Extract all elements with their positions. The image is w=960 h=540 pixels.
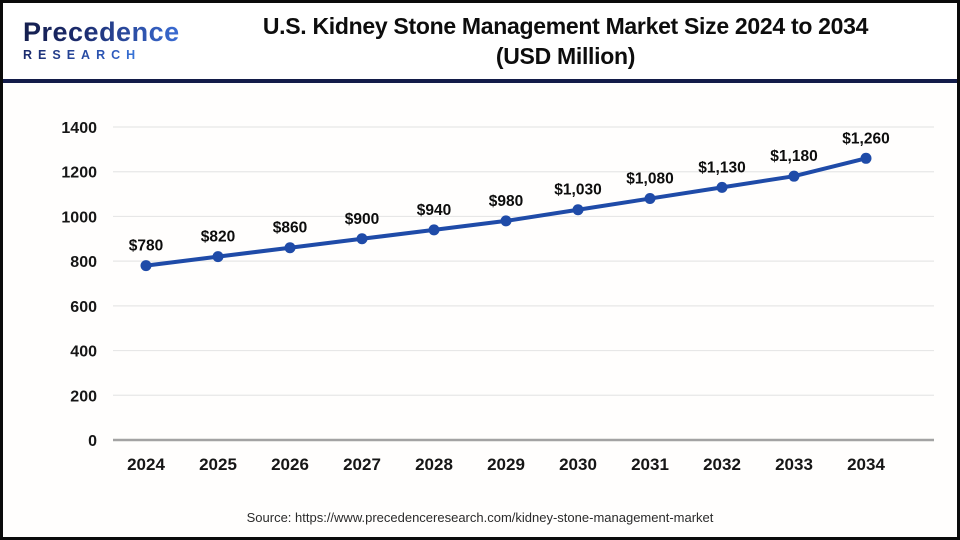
data-label: $1,130 <box>698 159 745 176</box>
x-tick-label: 2026 <box>271 455 309 474</box>
data-label: $980 <box>489 193 523 210</box>
x-tick-label: 2031 <box>631 455 669 474</box>
data-label: $820 <box>201 229 235 246</box>
data-point <box>428 224 440 236</box>
y-tick-label: 0 <box>88 433 97 450</box>
x-tick-label: 2027 <box>343 455 381 474</box>
data-point <box>500 215 512 227</box>
data-point <box>716 181 728 193</box>
y-tick-label: 1200 <box>61 165 97 182</box>
logo-subtitle: RESEARCH <box>23 47 142 62</box>
data-label: $940 <box>417 202 451 219</box>
logo-wordmark: Precedence <box>23 17 180 48</box>
y-tick-label: 200 <box>70 388 97 405</box>
x-tick-label: 2029 <box>487 455 525 474</box>
footer: Source: https://www.precedenceresearch.c… <box>3 483 957 536</box>
data-point <box>572 204 584 216</box>
chart-title-line2: (USD Million) <box>495 43 636 69</box>
chart-title: U.S. Kidney Stone Management Market Size… <box>188 11 957 71</box>
data-point <box>284 242 296 254</box>
x-tick-label: 2024 <box>127 455 165 474</box>
data-point <box>356 233 368 245</box>
chart-area: 0 200 400 600 800 1000 1200 1400 2024 2025 2026 202… <box>3 83 957 483</box>
data-label: $780 <box>129 238 163 255</box>
y-tick-label: 1400 <box>61 120 97 137</box>
x-tick-label: 2028 <box>415 455 453 474</box>
data-label: $900 <box>345 211 379 228</box>
x-tick-label: 2025 <box>199 455 237 474</box>
data-point <box>140 260 152 272</box>
data-label: $1,180 <box>770 148 817 165</box>
data-label: $1,260 <box>842 130 889 147</box>
chart-title-line1: U.S. Kidney Stone Management Market Size… <box>262 13 869 39</box>
y-tick-label: 400 <box>70 344 97 361</box>
data-label: $860 <box>273 220 307 237</box>
precedence-logo: Precedence RESEARCH <box>3 18 188 63</box>
data-point <box>644 193 656 205</box>
y-tick-label: 600 <box>70 299 97 316</box>
x-tick-label: 2033 <box>775 455 813 474</box>
data-point <box>860 152 872 164</box>
x-tick-label: 2032 <box>703 455 741 474</box>
series-line <box>144 156 868 268</box>
line-chart-svg: 0 200 400 600 800 1000 1200 1400 2024 2025 2026 202… <box>61 120 934 474</box>
data-point <box>212 251 224 263</box>
data-label: $1,080 <box>626 171 673 188</box>
data-label: $1,030 <box>554 182 601 199</box>
x-tick-label: 2034 <box>847 455 885 474</box>
x-tick-label: 2030 <box>559 455 597 474</box>
y-tick-label: 800 <box>70 254 97 271</box>
y-tick-label: 1000 <box>61 209 97 226</box>
header: Precedence RESEARCH U.S. Kidney Stone Ma… <box>3 3 957 83</box>
source-attribution: Source: https://www.precedenceresearch.c… <box>246 510 714 525</box>
data-point <box>788 170 800 182</box>
